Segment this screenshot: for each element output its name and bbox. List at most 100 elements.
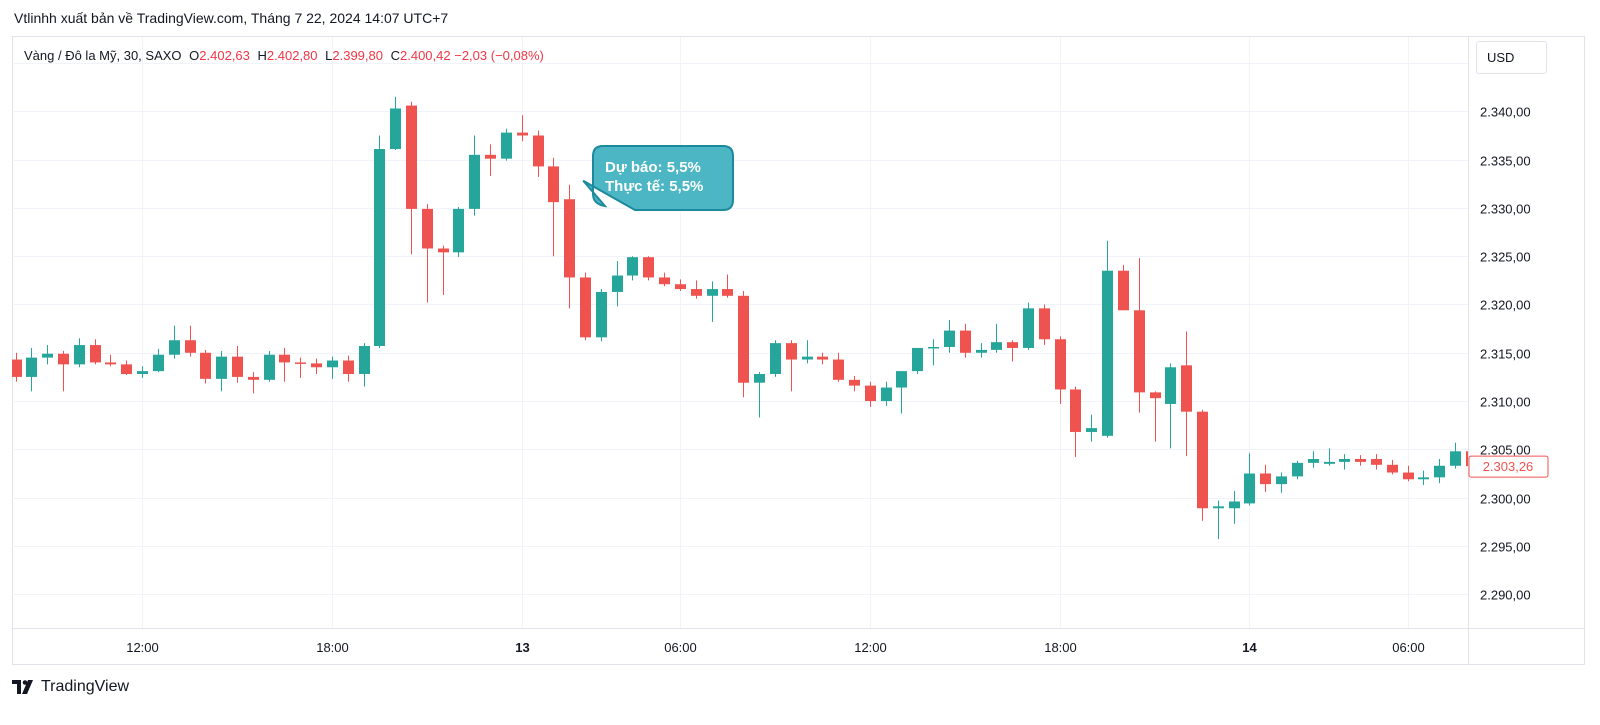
candle-body xyxy=(1434,465,1445,478)
candle-body xyxy=(1086,428,1097,432)
candle-up xyxy=(1450,442,1461,469)
price-tick-label: 2.300,00 xyxy=(1480,492,1531,507)
candle-body xyxy=(1387,464,1398,473)
tradingview-watermark[interactable]: TradingView xyxy=(12,678,129,696)
candle-down xyxy=(343,355,354,382)
time-tick-label: 12:00 xyxy=(126,640,159,655)
last-price-label: 2.303,26 xyxy=(1483,459,1534,474)
candle-body xyxy=(1102,270,1113,436)
candle-up xyxy=(596,289,607,342)
candle-body xyxy=(817,356,828,360)
candle-down xyxy=(1039,304,1050,346)
candle-body xyxy=(675,284,686,290)
candle-up xyxy=(153,348,164,373)
candle-down xyxy=(311,358,322,375)
candle-up xyxy=(612,261,623,307)
candle-up xyxy=(1324,448,1335,466)
candle-body xyxy=(469,154,480,209)
candle-up xyxy=(453,206,464,258)
candle-up xyxy=(912,347,923,375)
candle-body xyxy=(881,387,892,402)
callout-actual-text: Thực tế: 5,5% xyxy=(605,178,703,195)
candle-up xyxy=(216,350,227,392)
callout-bubble xyxy=(582,145,734,211)
candle-up xyxy=(1023,302,1034,350)
candle-body xyxy=(802,356,813,360)
candle-body xyxy=(1023,308,1034,348)
legend-close-value: 2.400,42 xyxy=(400,48,451,63)
candle-body xyxy=(327,360,338,368)
candle-body xyxy=(232,356,243,377)
candle-body xyxy=(928,346,939,349)
candle-down xyxy=(1197,409,1208,521)
candle-up xyxy=(137,366,148,378)
currency-selector-button[interactable]: USD xyxy=(1476,41,1547,74)
candle-down xyxy=(58,350,69,392)
candle-body xyxy=(216,356,227,379)
candle-down xyxy=(279,347,290,382)
candle-up xyxy=(1213,500,1224,540)
candle-up xyxy=(42,345,53,365)
price-tick-label: 2.330,00 xyxy=(1480,202,1531,217)
candle-body xyxy=(406,105,417,209)
candle-body xyxy=(12,359,22,377)
candle-up xyxy=(74,338,85,368)
forecast-callout: Dự báo: 5,5% Thực tế: 5,5% xyxy=(582,145,734,211)
time-tick-label: 06:00 xyxy=(664,640,697,655)
chart-frame[interactable] xyxy=(12,36,1585,665)
time-tick-label: 18:00 xyxy=(316,640,349,655)
candle-body xyxy=(74,345,85,365)
candle-down xyxy=(200,349,211,384)
time-tick-label: 12:00 xyxy=(854,640,887,655)
candle-down xyxy=(1134,258,1145,413)
time-tick-label: 13 xyxy=(515,640,529,655)
candle-body xyxy=(722,289,733,296)
candle-up xyxy=(976,343,987,358)
candle-body xyxy=(343,360,354,375)
candle-body xyxy=(960,330,971,353)
legend-high-label: H xyxy=(257,48,267,63)
candle-body xyxy=(390,108,401,150)
candle-body xyxy=(1244,473,1255,504)
tradingview-logo-icon xyxy=(12,680,33,694)
legend-symbol: Vàng / Đô la Mỹ, 30, SAXO xyxy=(24,48,182,63)
candle-body xyxy=(1181,365,1192,412)
candle-body xyxy=(1007,342,1018,348)
candle-down xyxy=(185,325,196,357)
candle-body xyxy=(1055,339,1066,390)
candle-down xyxy=(1355,455,1366,466)
candle-body xyxy=(912,347,923,372)
candles-group xyxy=(12,96,1468,540)
candle-body xyxy=(707,289,718,296)
candle-down xyxy=(295,357,306,378)
candle-up xyxy=(1276,472,1287,493)
candle-up xyxy=(264,350,275,382)
price-tick-label: 2.320,00 xyxy=(1480,298,1531,313)
candle-body xyxy=(1355,459,1366,462)
candle-body xyxy=(865,385,876,402)
candle-up xyxy=(327,356,338,379)
candle-body xyxy=(770,343,781,375)
candle-down xyxy=(1260,464,1271,492)
ohlc-legend: Vàng / Đô la Mỹ, 30, SAXO O2.402,63 H2.4… xyxy=(24,48,544,63)
candle-down xyxy=(865,381,876,407)
candle-body xyxy=(564,199,575,278)
candle-body xyxy=(833,359,844,380)
candle-down xyxy=(1387,459,1398,475)
legend-close-label: C xyxy=(390,48,400,63)
candle-up xyxy=(627,256,638,281)
candle-body xyxy=(90,345,101,363)
candle-body xyxy=(944,330,955,347)
candle-body xyxy=(248,376,259,380)
candle-body xyxy=(1070,389,1081,432)
candle-up xyxy=(928,339,939,366)
candle-up xyxy=(1418,470,1429,486)
candle-down xyxy=(786,340,797,392)
candle-down xyxy=(485,144,496,177)
price-tick-label: 2.340,00 xyxy=(1480,105,1531,120)
candle-body xyxy=(1418,477,1429,480)
candle-body xyxy=(1213,506,1224,509)
candle-body xyxy=(517,132,528,136)
candle-body xyxy=(612,275,623,292)
